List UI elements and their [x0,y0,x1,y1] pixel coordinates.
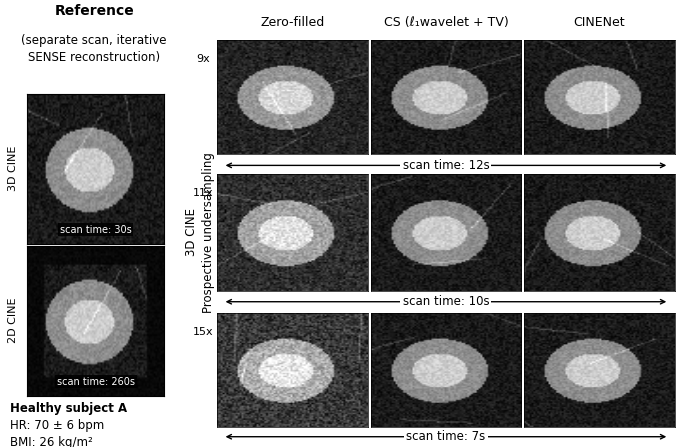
Text: CINENet: CINENet [573,16,625,29]
Text: 15x: 15x [192,327,213,337]
Text: Healthy subject A: Healthy subject A [10,402,127,415]
Text: Reference: Reference [54,4,134,18]
Text: scan time: 12s: scan time: 12s [403,159,489,172]
Text: 2D CINE: 2D CINE [8,298,18,343]
Text: HR: 70 ± 6 bpm: HR: 70 ± 6 bpm [10,419,105,432]
Text: 9x: 9x [196,54,210,64]
Text: (separate scan, iterative
SENSE reconstruction): (separate scan, iterative SENSE reconstr… [21,34,167,63]
Text: BMI: 26 kg/m²: BMI: 26 kg/m² [10,436,93,447]
Text: scan time: 30s: scan time: 30s [60,225,132,235]
Text: scan time: 260s: scan time: 260s [57,377,135,387]
Text: CS (ℓ₁wavelet + TV): CS (ℓ₁wavelet + TV) [384,16,508,29]
Text: 3D CINE
Prospective undersampling: 3D CINE Prospective undersampling [185,152,215,313]
Text: 11x: 11x [192,188,213,198]
Text: scan time: 7s: scan time: 7s [406,430,486,443]
Text: scan time: 10s: scan time: 10s [403,295,489,308]
Text: 3D CINE: 3D CINE [8,146,18,191]
Text: Zero-filled: Zero-filled [260,16,325,29]
